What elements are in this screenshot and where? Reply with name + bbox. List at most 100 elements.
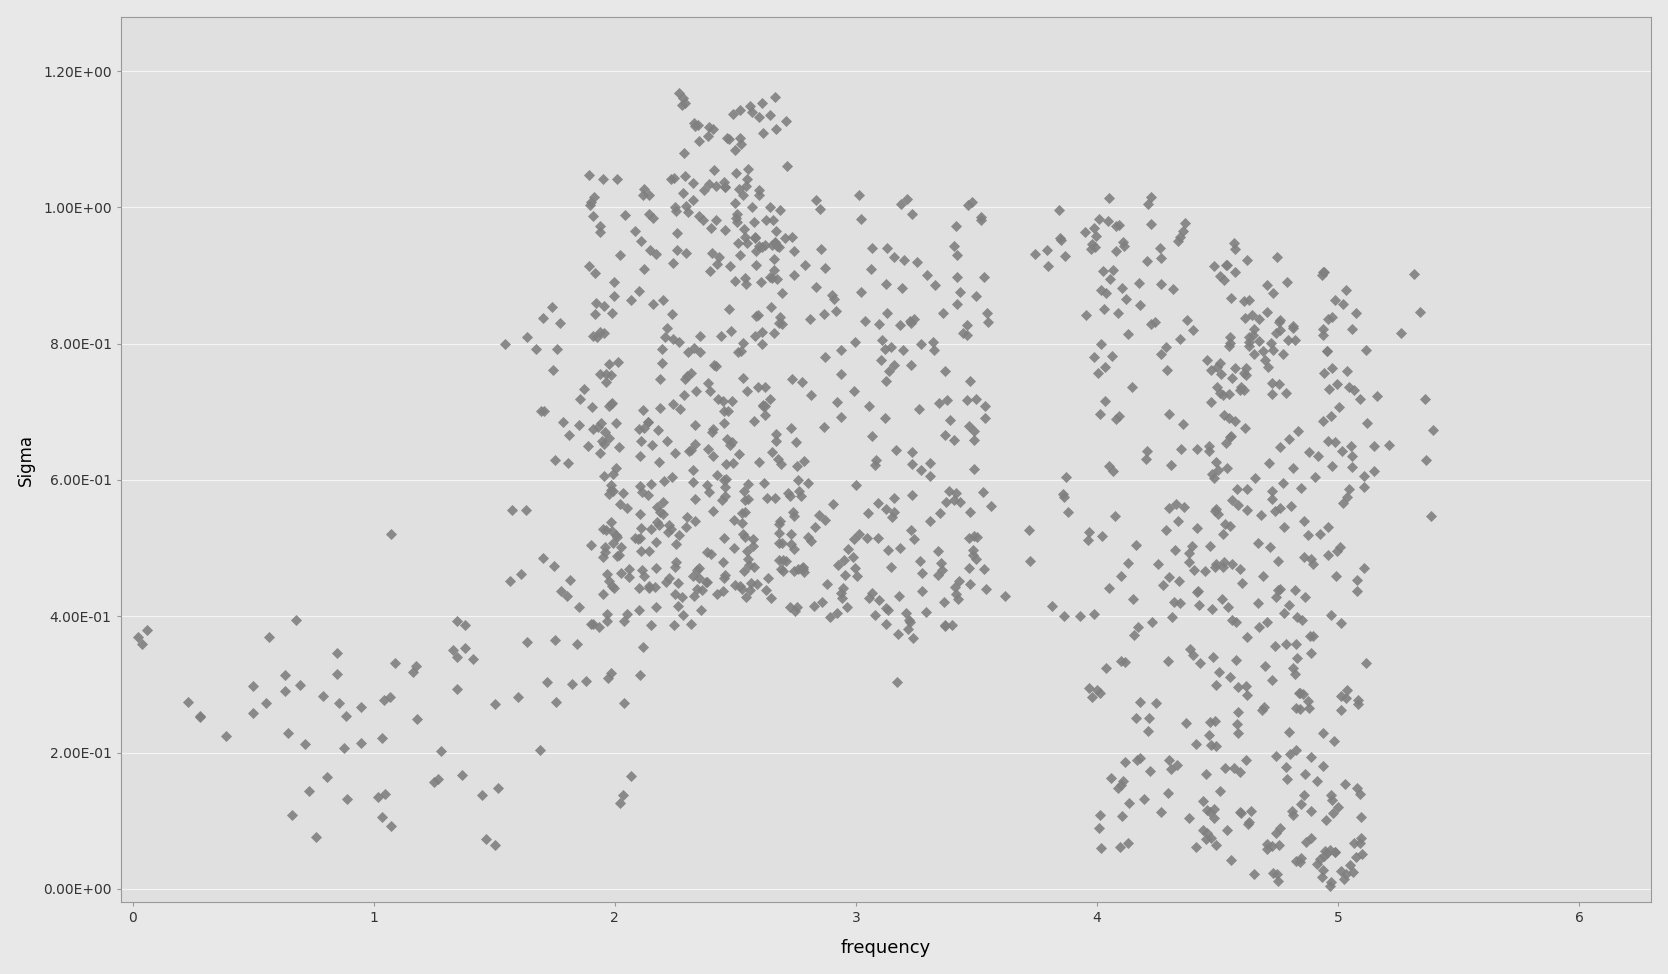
Point: [1204, 506, 1231, 522]
Point: [1184, 584, 1211, 600]
Point: [789, 374, 816, 390]
Point: [1089, 263, 1116, 279]
Point: [1208, 356, 1234, 371]
Point: [1328, 702, 1354, 718]
Point: [676, 443, 702, 459]
Point: [721, 455, 747, 470]
Point: [1234, 816, 1261, 832]
Point: [614, 501, 641, 516]
Point: [1096, 190, 1123, 206]
Point: [1314, 845, 1341, 861]
Point: [604, 529, 631, 544]
Point: [1291, 513, 1318, 529]
Point: [739, 532, 766, 547]
Point: [736, 551, 762, 567]
Point: [1053, 468, 1079, 484]
Point: [1241, 346, 1268, 361]
Point: [589, 432, 615, 448]
Point: [877, 559, 904, 575]
Point: [699, 424, 726, 439]
Point: [769, 552, 796, 568]
Point: [482, 838, 509, 853]
Point: [1298, 646, 1324, 661]
Point: [696, 263, 722, 279]
Point: [1334, 489, 1361, 505]
Point: [1241, 867, 1268, 882]
Point: [1346, 835, 1373, 850]
Point: [761, 325, 787, 341]
Point: [686, 328, 712, 344]
Point: [1283, 853, 1309, 869]
Point: [1266, 377, 1293, 393]
Point: [1216, 387, 1243, 402]
Point: [420, 774, 447, 790]
Point: [597, 482, 624, 498]
Point: [1258, 483, 1284, 499]
Point: [369, 809, 395, 825]
Point: [642, 560, 669, 576]
Point: [791, 564, 817, 580]
Point: [1279, 460, 1306, 475]
Point: [1166, 331, 1193, 347]
Point: [597, 477, 624, 493]
Point: [649, 342, 676, 357]
Point: [1171, 499, 1198, 514]
Point: [686, 571, 712, 586]
Point: [1264, 874, 1291, 889]
Point: [1168, 441, 1194, 457]
Point: [544, 341, 570, 356]
Point: [444, 613, 470, 628]
Point: [1076, 680, 1103, 695]
Point: [1111, 239, 1138, 254]
Point: [370, 692, 397, 707]
Point: [585, 619, 612, 635]
Point: [514, 329, 540, 345]
Point: [712, 179, 739, 195]
Point: [1173, 715, 1199, 730]
Point: [722, 166, 749, 181]
Point: [941, 432, 967, 448]
Point: [1016, 522, 1042, 538]
Point: [1168, 229, 1194, 244]
Point: [932, 618, 959, 633]
Point: [589, 521, 615, 537]
Point: [1248, 702, 1274, 718]
Point: [1288, 686, 1314, 701]
Point: [1123, 538, 1149, 553]
Point: [1106, 305, 1133, 320]
Point: [1128, 694, 1154, 710]
Point: [842, 477, 869, 493]
Point: [652, 575, 679, 590]
Point: [1353, 656, 1379, 671]
Point: [1316, 879, 1343, 894]
Point: [642, 245, 669, 261]
Point: [590, 325, 617, 341]
Point: [587, 366, 614, 382]
Point: [636, 206, 662, 221]
Point: [782, 434, 809, 450]
Point: [1319, 805, 1346, 821]
Point: [1143, 695, 1169, 711]
Point: [460, 652, 487, 667]
Point: [1134, 724, 1161, 739]
Point: [929, 305, 956, 320]
Point: [1313, 344, 1339, 359]
Point: [954, 317, 981, 332]
Point: [1266, 315, 1293, 330]
Point: [1233, 481, 1259, 497]
Point: [972, 398, 999, 414]
Point: [582, 295, 609, 311]
Point: [766, 552, 792, 568]
Point: [901, 312, 927, 327]
Point: [554, 588, 580, 604]
Point: [1306, 527, 1333, 543]
Point: [741, 413, 767, 429]
Point: [1236, 814, 1263, 830]
Point: [677, 442, 704, 458]
Point: [887, 318, 914, 333]
Point: [1086, 686, 1113, 701]
Point: [1318, 875, 1344, 890]
Point: [651, 329, 677, 345]
Point: [1276, 431, 1303, 447]
Point: [746, 182, 772, 198]
